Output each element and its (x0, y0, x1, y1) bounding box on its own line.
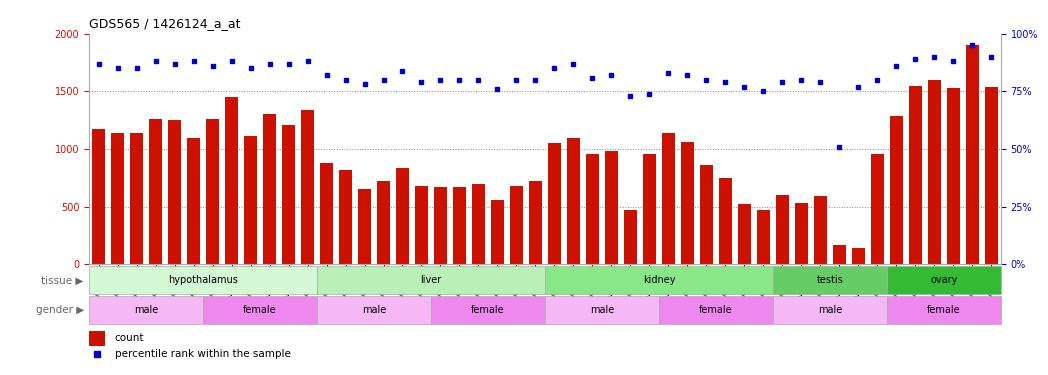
Bar (700, 165, 713, 264)
Bar (396, 168, 409, 264)
Bar (659, 296, 772, 324)
Bar (567, 138, 581, 264)
Bar (434, 187, 447, 264)
Bar (168, 120, 181, 264)
Bar (738, 204, 751, 264)
Bar (377, 182, 390, 264)
Text: ovary: ovary (931, 275, 958, 285)
Bar (985, 87, 998, 264)
Bar (887, 296, 1001, 324)
Bar (529, 182, 542, 264)
Text: male: male (134, 305, 158, 315)
Bar (282, 125, 296, 264)
Text: male: male (362, 305, 386, 315)
Bar (316, 296, 431, 324)
Bar (545, 296, 659, 324)
Bar (92, 129, 105, 264)
Text: testis: testis (816, 275, 844, 285)
Text: tissue ▶: tissue ▶ (42, 275, 84, 285)
Bar (757, 210, 770, 264)
Bar (772, 296, 887, 324)
Bar (909, 86, 922, 264)
Bar (813, 196, 827, 264)
Text: male: male (817, 305, 842, 315)
Bar (890, 116, 903, 264)
Text: kidney: kidney (642, 275, 675, 285)
Bar (472, 184, 485, 264)
Bar (642, 154, 656, 264)
Text: male: male (590, 305, 614, 315)
Bar (244, 136, 257, 264)
Bar (509, 186, 523, 264)
Text: female: female (472, 305, 505, 315)
Bar (852, 248, 865, 264)
Bar (946, 88, 960, 264)
Bar (301, 110, 314, 264)
Bar (203, 296, 316, 324)
Bar (776, 195, 789, 264)
Bar (871, 154, 885, 264)
Bar (320, 163, 333, 264)
Text: liver: liver (420, 275, 441, 285)
Text: gender ▶: gender ▶ (36, 305, 84, 315)
Text: female: female (927, 305, 961, 315)
Bar (339, 170, 352, 264)
Text: hypothalamus: hypothalamus (168, 275, 238, 285)
Bar (605, 152, 618, 264)
Text: female: female (243, 305, 277, 315)
Text: count: count (114, 333, 145, 344)
Bar (89, 266, 316, 294)
Text: female: female (699, 305, 733, 315)
Bar (624, 210, 637, 264)
Bar (719, 178, 733, 264)
Bar (149, 119, 162, 264)
Bar (681, 142, 694, 264)
Bar (490, 200, 504, 264)
Text: percentile rank within the sample: percentile rank within the sample (114, 349, 290, 359)
Bar (965, 45, 979, 264)
Bar (187, 138, 200, 264)
Bar (772, 266, 887, 294)
Bar (415, 186, 429, 264)
Bar (357, 189, 371, 264)
Bar (548, 143, 561, 264)
Text: GDS565 / 1426124_a_at: GDS565 / 1426124_a_at (89, 17, 241, 30)
Bar (887, 266, 1001, 294)
Bar (927, 80, 941, 264)
Bar (111, 133, 125, 264)
Bar (545, 266, 772, 294)
Bar (661, 133, 675, 264)
Bar (431, 296, 545, 324)
Bar (263, 114, 277, 264)
Bar (225, 97, 238, 264)
Bar (130, 133, 144, 264)
Bar (316, 266, 545, 294)
Bar (453, 187, 466, 264)
Bar (833, 245, 846, 264)
Bar (205, 119, 219, 264)
Bar (89, 296, 203, 324)
Bar (794, 203, 808, 264)
Bar (89, 332, 106, 346)
Bar (586, 154, 599, 264)
